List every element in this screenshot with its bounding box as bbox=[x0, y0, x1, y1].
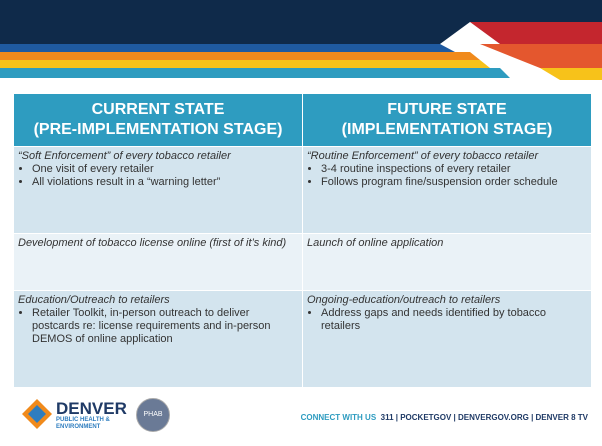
logo-icon bbox=[22, 399, 52, 429]
cell: Ongoing-education/outreach to retailersA… bbox=[302, 290, 592, 388]
bullet: Retailer Toolkit, in-person outreach to … bbox=[32, 307, 298, 346]
footer: DENVER PUBLIC HEALTH & ENVIRONMENT PHAB … bbox=[0, 392, 602, 446]
cell-title: Launch of online application bbox=[307, 237, 444, 249]
cell: Education/Outreach to retailersRetailer … bbox=[13, 290, 303, 388]
bullet-list: Address gaps and needs identified by tob… bbox=[307, 307, 587, 333]
decor-stripes bbox=[0, 0, 602, 92]
bullet-list: One visit of every retailerAll violation… bbox=[18, 163, 298, 189]
bullet: 3-4 routine inspections of every retaile… bbox=[321, 163, 587, 176]
header-line: (PRE-IMPLEMENTATION STAGE) bbox=[33, 121, 283, 138]
bullet: One visit of every retailer bbox=[32, 163, 298, 176]
cell: “Routine Enforcement” of every tobacco r… bbox=[302, 146, 592, 234]
bullet: Follows program fine/suspension order sc… bbox=[321, 176, 587, 189]
cell: “Soft Enforcement” of every tobacco reta… bbox=[13, 146, 303, 234]
connect: CONNECT WITH US 311 | POCKETGOV | DENVER… bbox=[301, 413, 588, 422]
connect-label: CONNECT WITH US bbox=[300, 413, 377, 422]
header-line: (IMPLEMENTATION STAGE) bbox=[341, 121, 553, 138]
header-line: CURRENT STATE bbox=[91, 101, 225, 118]
logo-name: DENVER bbox=[56, 399, 127, 418]
connect-links: 311 | POCKETGOV | DENVERGOV.ORG | DENVER… bbox=[380, 413, 588, 422]
bullet: All violations result in a “warning lett… bbox=[32, 176, 298, 189]
cell: Development of tobacco license online (f… bbox=[13, 233, 303, 291]
bullet: Address gaps and needs identified by tob… bbox=[321, 307, 587, 333]
row: Development of tobacco license online (f… bbox=[13, 233, 592, 291]
cell-title: “Soft Enforcement” of every tobacco reta… bbox=[18, 150, 231, 162]
cell-title: “Routine Enforcement” of every tobacco r… bbox=[307, 150, 539, 162]
logo-line: ENVIRONMENT bbox=[56, 424, 101, 430]
badge: PHAB bbox=[136, 398, 170, 432]
header-cell: CURRENT STATE (PRE-IMPLEMENTATION STAGE) bbox=[13, 93, 303, 147]
cell-title: Education/Outreach to retailers bbox=[18, 294, 170, 306]
bullet-list: 3-4 routine inspections of every retaile… bbox=[307, 163, 587, 189]
logo-line: PUBLIC HEALTH & bbox=[56, 417, 110, 423]
header-cell: FUTURE STATE (IMPLEMENTATION STAGE) bbox=[302, 93, 592, 147]
header-line: FUTURE STATE bbox=[387, 101, 507, 118]
row: “Soft Enforcement” of every tobacco reta… bbox=[13, 146, 592, 234]
cell: Launch of online application bbox=[302, 233, 592, 291]
logo-text: DENVER PUBLIC HEALTH & ENVIRONMENT bbox=[56, 400, 127, 431]
row: Education/Outreach to retailersRetailer … bbox=[13, 290, 592, 388]
cell-title: Development of tobacco license online (f… bbox=[18, 237, 287, 249]
cell-title: Ongoing-education/outreach to retailers bbox=[307, 294, 501, 306]
bullet-list: Retailer Toolkit, in-person outreach to … bbox=[18, 307, 298, 346]
comparison-table: CURRENT STATE (PRE-IMPLEMENTATION STAGE) F… bbox=[13, 93, 592, 388]
